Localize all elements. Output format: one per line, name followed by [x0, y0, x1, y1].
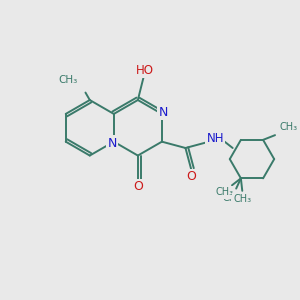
Text: CH₃: CH₃: [280, 122, 298, 132]
Text: N: N: [159, 106, 168, 119]
Text: O: O: [187, 170, 196, 183]
Text: CH₃: CH₃: [215, 187, 233, 197]
Text: CH₃: CH₃: [233, 194, 251, 204]
Text: CH₃: CH₃: [59, 75, 78, 85]
Text: NH: NH: [206, 132, 224, 145]
Text: CH₃: CH₃: [222, 193, 240, 203]
Text: HO: HO: [136, 64, 154, 76]
Text: N: N: [108, 136, 117, 150]
Text: O: O: [133, 180, 143, 194]
